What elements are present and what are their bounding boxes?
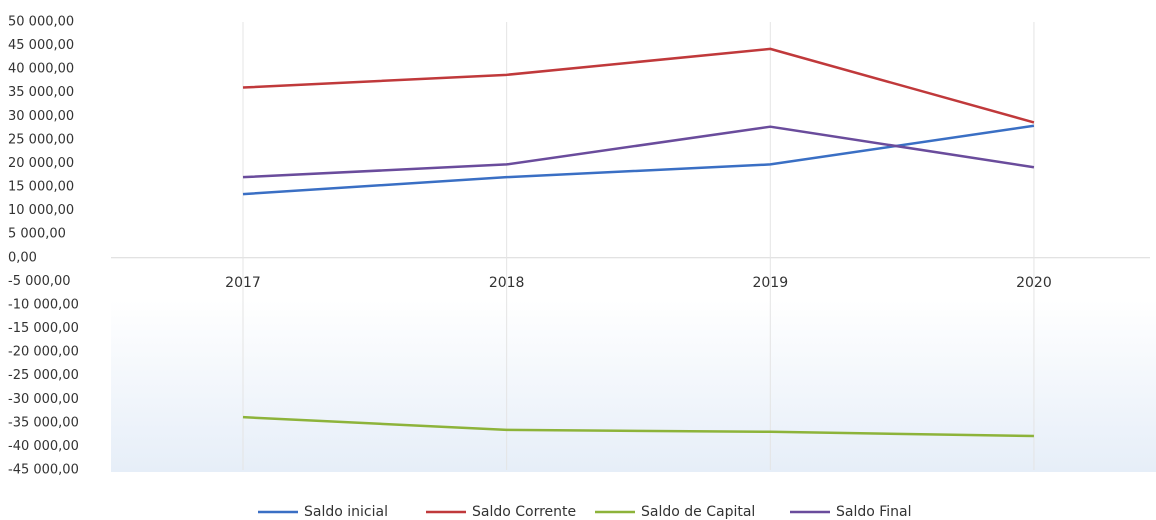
y-tick-label: 5 000,00 <box>8 227 66 242</box>
y-tick-label: -5 000,00 <box>8 274 71 289</box>
series-line <box>242 47 1035 124</box>
y-tick-label: -15 000,00 <box>8 321 79 336</box>
legend-label: Saldo de Capital <box>641 504 755 520</box>
y-tick-label: 50 000,00 <box>8 15 74 30</box>
legend-label: Saldo inicial <box>304 504 388 520</box>
legend-label: Saldo Corrente <box>472 504 576 520</box>
y-tick-label: -10 000,00 <box>8 297 79 312</box>
series-line <box>242 415 1034 438</box>
y-tick-label: -30 000,00 <box>8 392 79 407</box>
y-tick-label: 10 000,00 <box>8 203 74 218</box>
x-tick-label: 2019 <box>752 275 788 291</box>
y-tick-label: 30 000,00 <box>8 109 74 124</box>
y-tick-label: -45 000,00 <box>8 463 79 478</box>
y-tick-label: 0,00 <box>8 250 37 265</box>
x-tick-label: 2017 <box>225 275 261 291</box>
legend-label: Saldo Final <box>836 504 912 520</box>
plot-background <box>111 300 1156 472</box>
y-tick-label: 15 000,00 <box>8 180 74 195</box>
y-tick-label: -20 000,00 <box>8 345 79 360</box>
y-tick-label: 25 000,00 <box>8 132 74 147</box>
y-tick-label: 45 000,00 <box>8 38 74 53</box>
series-line <box>242 125 1035 179</box>
y-tick-label: -40 000,00 <box>8 439 79 454</box>
y-tick-label: 35 000,00 <box>8 85 74 100</box>
y-tick-label: 40 000,00 <box>8 62 74 77</box>
x-tick-label: 2020 <box>1016 275 1052 291</box>
series-line <box>242 124 1035 196</box>
y-tick-label: -35 000,00 <box>8 415 79 430</box>
y-tick-label: 20 000,00 <box>8 156 74 171</box>
x-tick-label: 2018 <box>489 275 525 291</box>
y-tick-label: -25 000,00 <box>8 368 79 383</box>
